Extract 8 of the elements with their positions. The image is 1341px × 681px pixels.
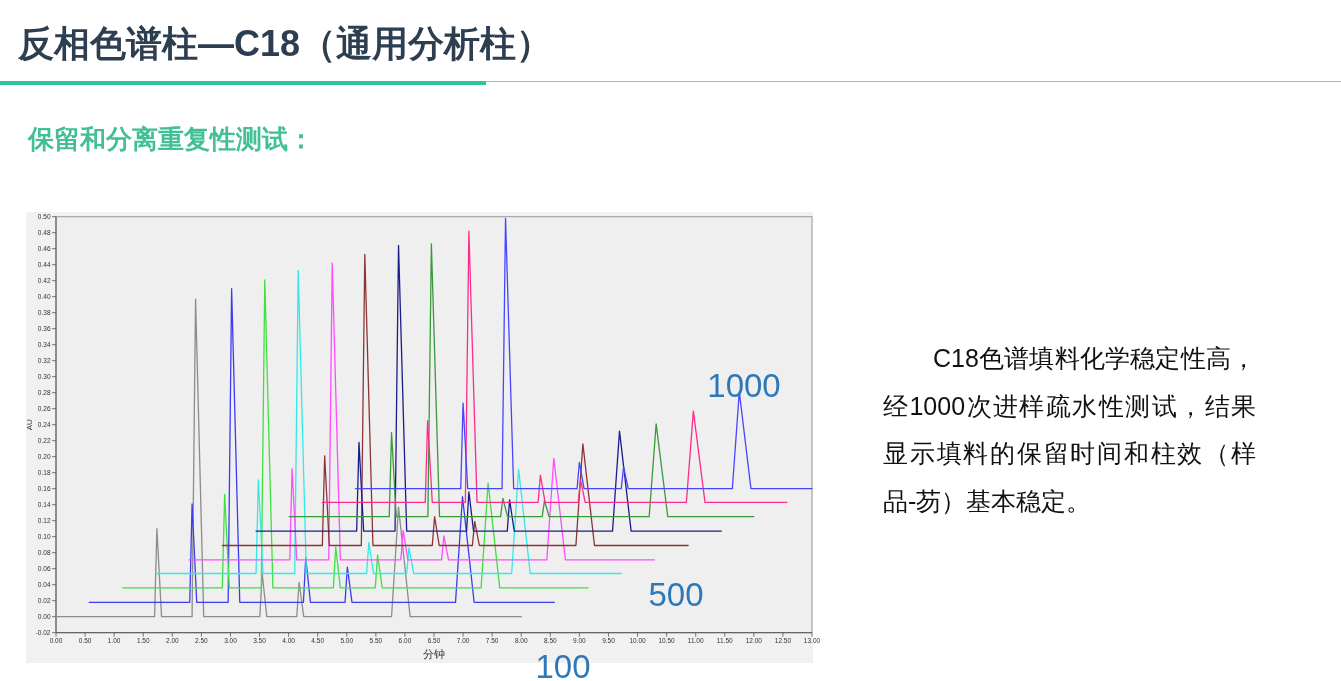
annotation: 100 [535,648,591,681]
annotation: C18色谱填料化学稳定性高，经1000次进样疏水性测试，结果显示填料的保留时间和柱效（样品-芴）基本稳定。 [883,343,1256,517]
annotation: 500 [648,576,704,613]
annotation: 1000 [707,367,781,404]
title: 反相色谱柱—C18（通用分析柱） [18,23,553,64]
xlabel: 分钟 [423,647,445,660]
ylabel: AU [25,419,34,431]
subtitle: 保留和分离重复性测试： [28,124,314,154]
